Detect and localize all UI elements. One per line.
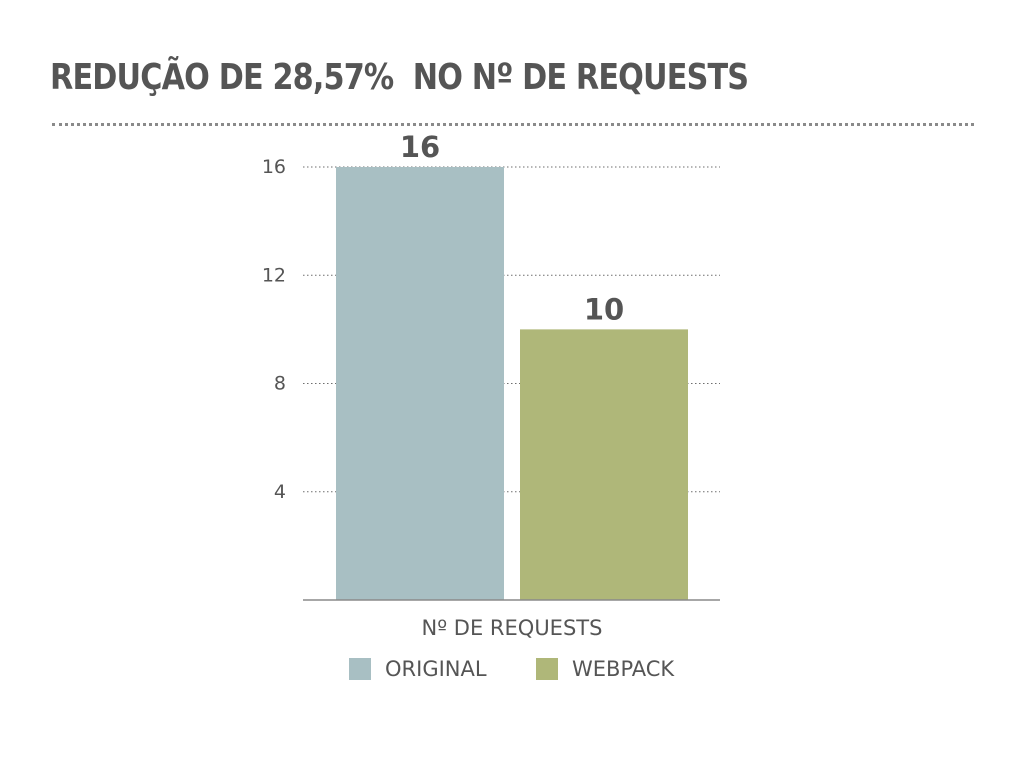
y-tick-label-16: 16 [262,156,286,178]
bar-webpack [520,329,688,600]
page-title: REDUÇÃO DE 28,57% NO Nº DE REQUESTS [50,57,749,98]
legend-label-webpack: WEBPACK [572,657,675,681]
y-tick-label-4: 4 [274,481,286,503]
y-tick-label-8: 8 [274,373,286,395]
data-label-original: 16 [400,130,440,164]
x-axis-title: Nº DE REQUESTS [422,616,603,640]
y-tick-label-12: 12 [262,264,286,286]
legend-label-original: ORIGINAL [385,657,487,681]
bar-original [336,167,504,600]
legend-swatch-webpack [536,658,558,680]
legend-swatch-original [349,658,371,680]
data-label-webpack: 10 [584,292,624,326]
title-divider [52,123,974,126]
